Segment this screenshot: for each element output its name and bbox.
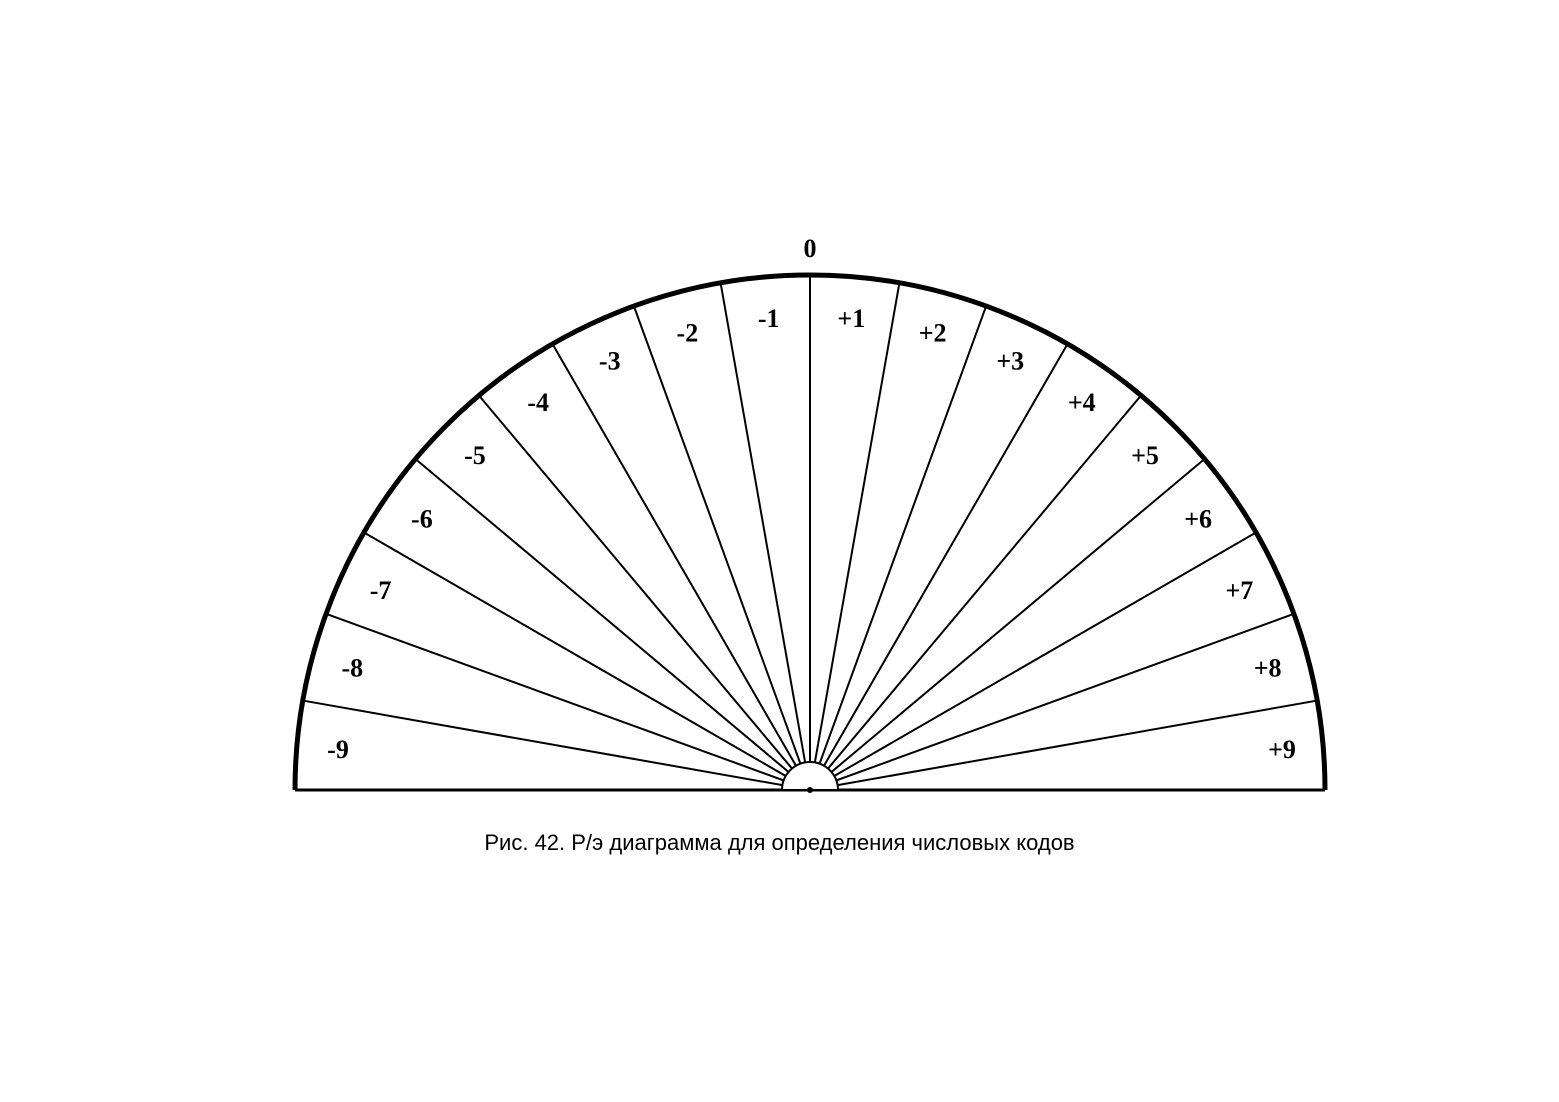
- sector-divider: [634, 306, 810, 790]
- label-zero: 0: [804, 234, 817, 263]
- label-left: -9: [327, 735, 349, 764]
- label-right: +6: [1184, 504, 1212, 533]
- label-right: +9: [1268, 735, 1296, 764]
- label-right: +2: [919, 318, 947, 347]
- center-dot: [807, 787, 813, 793]
- figure-caption: Рис. 42. Р/э диаграмма для определения ч…: [0, 830, 1559, 856]
- sector-divider: [810, 459, 1205, 790]
- label-right: +3: [996, 347, 1024, 376]
- label-left: -4: [527, 388, 549, 417]
- page-container: 0 -1 -2 -3 -4 -5 -6 -7 -8 -9 +1 +2 +3 +4 +5 +6 +7 +8 +9 Ри…: [0, 0, 1559, 1102]
- label-right: +7: [1225, 576, 1253, 605]
- label-left: -5: [464, 441, 486, 470]
- label-left: -7: [370, 576, 392, 605]
- label-left: -3: [599, 347, 621, 376]
- sector-divider: [810, 614, 1294, 790]
- label-right: +4: [1068, 388, 1096, 417]
- sector-divider: [479, 395, 810, 790]
- sector-divider: [810, 306, 986, 790]
- label-left: -1: [758, 304, 780, 333]
- label-right: +8: [1254, 653, 1282, 682]
- fan-diagram: 0 -1 -2 -3 -4 -5 -6 -7 -8 -9 +1 +2 +3 +4 +5 +6 +7 +8 +9: [150, 80, 1470, 830]
- sector-divider: [415, 459, 810, 790]
- label-right: +5: [1131, 441, 1159, 470]
- label-right: +1: [837, 304, 865, 333]
- sector-divider: [810, 395, 1141, 790]
- label-left: -8: [342, 653, 364, 682]
- sector-divider: [326, 614, 810, 790]
- label-left: -2: [677, 318, 699, 347]
- label-left: -6: [411, 504, 433, 533]
